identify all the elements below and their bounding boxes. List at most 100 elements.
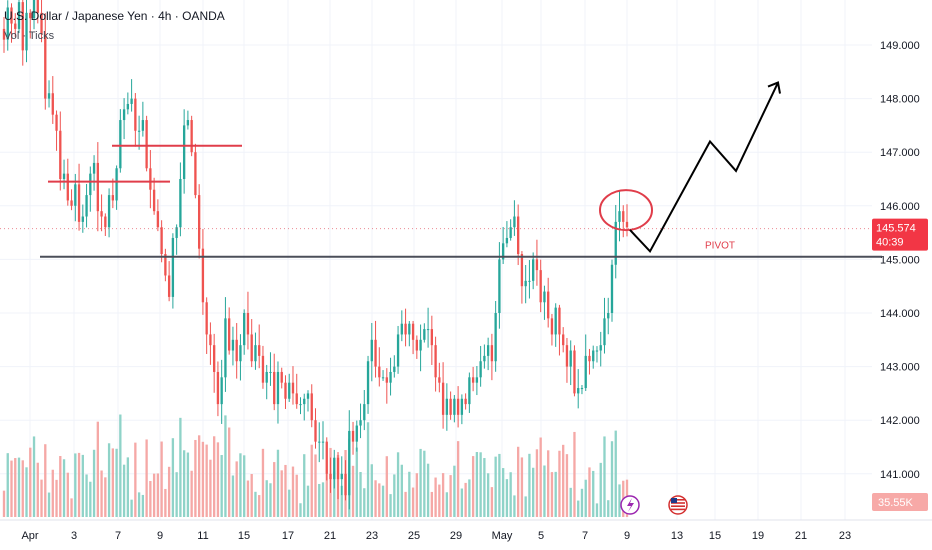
candle-body <box>201 248 205 303</box>
volume-bar <box>32 436 36 517</box>
volume-bar <box>152 473 156 517</box>
candle-body <box>430 329 434 346</box>
volume-bar <box>445 492 449 517</box>
volume-bar <box>528 453 531 517</box>
volume-bar <box>509 472 512 517</box>
volume-bar <box>44 444 47 517</box>
price-tick-label: 148.000 <box>880 94 920 106</box>
forecast-path[interactable] <box>629 82 779 254</box>
volume-bar <box>501 468 505 517</box>
volume-bar <box>36 462 39 517</box>
candle-body <box>10 7 13 24</box>
volume-bar <box>404 491 407 517</box>
time-tick-label: 19 <box>752 530 764 542</box>
volume-bar <box>385 456 388 517</box>
volume-bar <box>66 472 69 517</box>
volume-bar <box>573 431 576 517</box>
volume-bar <box>314 454 317 517</box>
volume-bar <box>231 475 235 517</box>
candle-body <box>532 259 535 281</box>
candle-body <box>554 307 557 335</box>
candle-body <box>426 329 430 331</box>
price-tick-label: 145.000 <box>880 254 920 266</box>
volume-badge[interactable] <box>872 493 928 511</box>
candle-body <box>374 339 377 367</box>
candle-body <box>258 345 261 356</box>
candle-body <box>498 259 501 313</box>
candle-body <box>239 345 242 362</box>
time-tick-label: 11 <box>197 530 208 542</box>
volume-bar <box>59 456 62 517</box>
candle-body <box>6 7 9 40</box>
candle-body <box>190 120 193 153</box>
candle-body <box>145 120 148 169</box>
volume-bar <box>107 443 111 517</box>
candle-body <box>471 377 475 383</box>
volume-bar <box>520 457 524 517</box>
volume-bar <box>2 490 6 517</box>
candle-body <box>348 430 351 496</box>
lightning-icon[interactable] <box>620 495 640 515</box>
candle-body <box>36 0 39 13</box>
volume-bar <box>119 414 122 517</box>
us-flag-icon[interactable] <box>668 495 688 515</box>
candle-body <box>179 179 182 228</box>
candle-body <box>535 259 539 271</box>
volume-bar <box>14 458 17 517</box>
candle-body <box>550 318 554 335</box>
candle-body <box>280 371 283 383</box>
volume-bar <box>228 427 231 517</box>
volume-bar <box>10 460 13 517</box>
candle-body <box>396 334 400 367</box>
candle-body <box>494 313 497 362</box>
candle-body <box>213 345 216 372</box>
volume-bar <box>276 449 280 517</box>
candle-body <box>565 345 569 367</box>
volume-bar <box>74 453 77 517</box>
candle-body <box>524 280 527 287</box>
volume-bar <box>471 456 475 517</box>
symbol-title[interactable]: U.S. Dollar / Japanese Yen · 4h · OANDA <box>4 9 225 23</box>
candle-body <box>220 377 223 405</box>
volume-bar <box>550 472 554 517</box>
candle-body <box>182 125 186 179</box>
volume-bar <box>299 503 302 517</box>
candle-body <box>77 184 81 222</box>
candle-body <box>438 377 441 383</box>
candle-body <box>415 339 418 351</box>
volume-bar <box>483 458 486 517</box>
candle-body <box>40 12 43 35</box>
price-tick-label: 141.000 <box>880 469 920 481</box>
volume-bar <box>460 488 464 517</box>
time-tick-label: 21 <box>795 530 807 542</box>
volume-bar <box>40 479 43 517</box>
highlight-circle[interactable] <box>599 189 653 232</box>
volume-bar <box>599 462 602 517</box>
volume-bar <box>182 450 186 517</box>
current-price-badge[interactable] <box>872 218 928 251</box>
volume-bar <box>239 453 242 517</box>
volume-bar <box>607 500 610 517</box>
candle-body <box>111 195 115 201</box>
candle-body <box>603 318 606 346</box>
volume-bar <box>535 449 539 517</box>
volume-histogram <box>2 414 629 517</box>
volume-bar <box>400 464 403 517</box>
volume-bar <box>186 452 190 517</box>
candle-body <box>104 216 107 228</box>
candle-body <box>164 254 167 276</box>
candle-body <box>254 345 257 362</box>
volume-bar <box>363 488 366 517</box>
volume-indicator-label[interactable]: Vol · Ticks <box>4 30 55 42</box>
candle-body <box>216 371 220 405</box>
volume-bar <box>291 466 295 517</box>
volume-bar <box>303 454 306 517</box>
candle-body <box>303 398 306 405</box>
volume-bar <box>197 435 201 517</box>
candle-body <box>625 221 629 228</box>
volume-bar <box>614 430 617 517</box>
candle-body <box>273 371 276 405</box>
candle-body <box>378 366 381 378</box>
candle-body <box>393 366 396 372</box>
